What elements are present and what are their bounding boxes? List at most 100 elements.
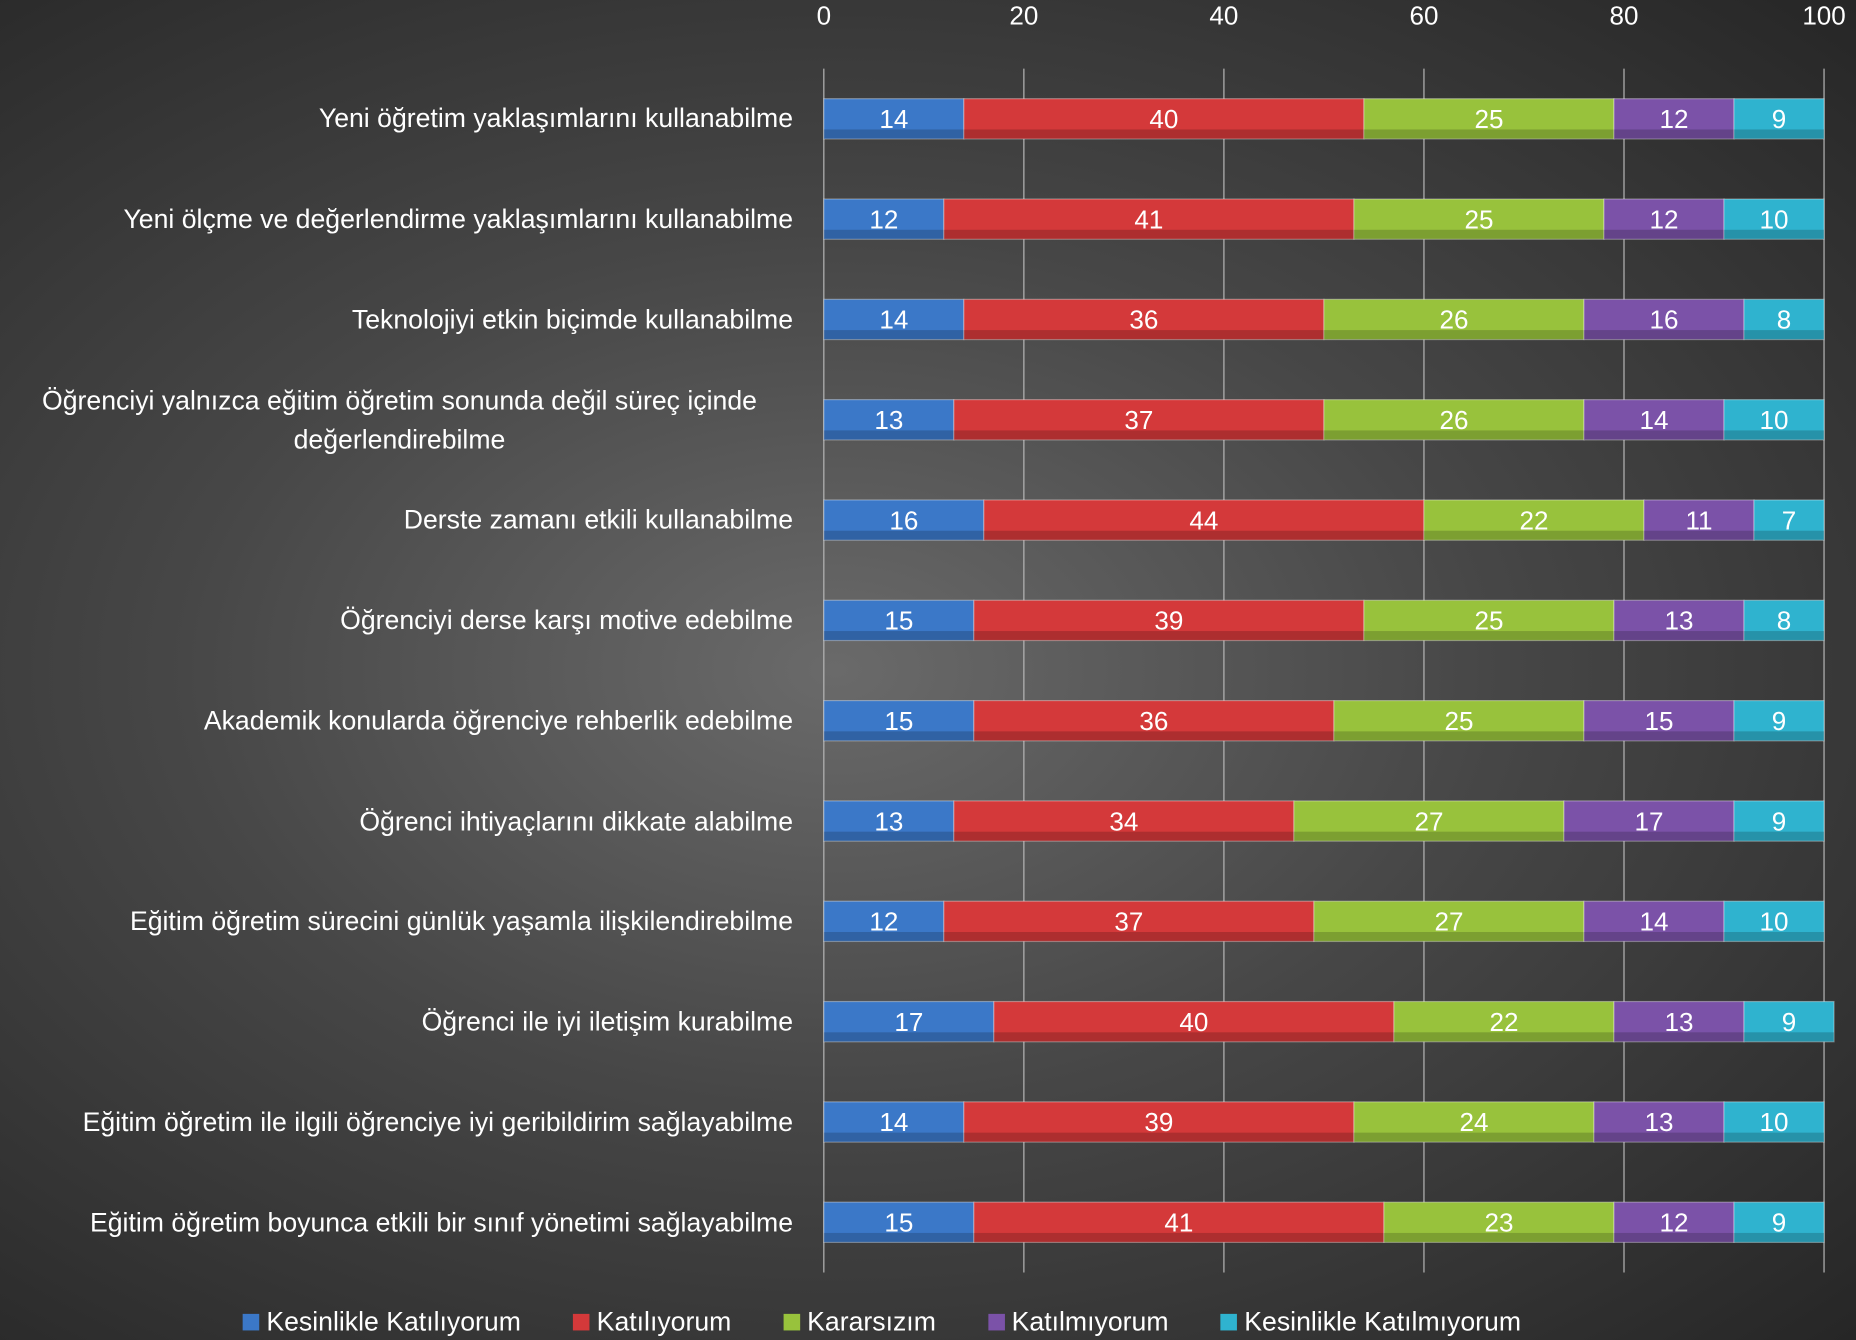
bar-shade: [1383, 1232, 1614, 1243]
data-label: 24: [1459, 1107, 1488, 1137]
data-label: 9: [1772, 806, 1786, 836]
data-label: 15: [1645, 706, 1674, 736]
data-label: 39: [1154, 606, 1183, 636]
data-label: 22: [1519, 505, 1548, 535]
bar-shade: [1423, 530, 1644, 541]
bar-shade: [1744, 1032, 1835, 1042]
data-label: 27: [1414, 806, 1443, 836]
bar-shade: [1724, 1132, 1825, 1143]
data-label: 13: [1645, 1107, 1674, 1137]
legend-label: Kararsızım: [807, 1306, 936, 1337]
bar-segment: [1613, 98, 1735, 140]
category-text: Eğitim öğretim sürecini günlük yaşamla i…: [129, 906, 794, 937]
bar-segment: [1363, 599, 1615, 642]
data-label: 7: [1782, 505, 1796, 535]
data-label: 14: [879, 104, 908, 134]
data-label: 13: [1665, 1007, 1694, 1037]
category-label: Eğitim öğretim boyunca etkili bir sınıf …: [6, 1203, 793, 1242]
bar-segment: [943, 900, 1315, 943]
data-label: 39: [1144, 1107, 1173, 1137]
bar-shade: [1724, 931, 1825, 942]
bar-shade: [1744, 330, 1825, 340]
bar-shade: [1313, 931, 1584, 942]
legend-item: Kesinlikle Katılıyorum: [242, 1307, 521, 1338]
bar-shade: [1613, 631, 1745, 641]
bar-segment: [993, 1000, 1395, 1043]
bar-shade: [1323, 330, 1584, 340]
data-label: 13: [874, 806, 903, 836]
category-label: Öğrenciyi yalnızca eğitim öğretim sonund…: [6, 381, 793, 459]
bar-segment: [1733, 98, 1825, 140]
bar-shade: [823, 129, 964, 139]
bar-segment: [1393, 1000, 1615, 1043]
bar-segment: [1743, 1000, 1835, 1043]
bar-segment: [1423, 499, 1645, 541]
bar-segment: [973, 699, 1335, 742]
bar-shade: [943, 931, 1314, 942]
data-label: 40: [1149, 104, 1178, 134]
bar-segment: [973, 1201, 1385, 1244]
category-text: Eğitim öğretim boyunca etkili bir sınıf …: [89, 1207, 794, 1238]
bar-segment: [943, 198, 1355, 240]
data-label: 17: [894, 1007, 923, 1037]
data-label: 23: [1484, 1208, 1513, 1238]
bar-segment: [1323, 298, 1585, 341]
data-label: 41: [1134, 204, 1163, 234]
bar-segment: [1583, 298, 1745, 341]
bar-segment: [823, 800, 955, 842]
data-label: 16: [1650, 305, 1679, 335]
bar-shade: [823, 1232, 974, 1243]
category-text: Öğrenci ile iyi iletişim kurabilme: [421, 1006, 794, 1037]
data-label: 25: [1464, 204, 1493, 234]
category-label: Teknolojiyi etkin biçimde kullanabilme: [6, 300, 793, 339]
bar-shade: [1613, 1232, 1735, 1243]
legend-label: Katılıyorum: [596, 1306, 732, 1337]
bar-shade: [963, 330, 1324, 340]
bar-shade: [963, 129, 1364, 139]
bar-segment: [1333, 699, 1585, 742]
bar-shade: [943, 229, 1354, 240]
data-label: 25: [1444, 706, 1473, 736]
bar-shade: [1333, 731, 1584, 741]
category-text: Öğrenciyi derse karşı motive edebilme: [340, 605, 794, 636]
bar-segment: [1593, 1101, 1725, 1143]
legend-item: Kararsızım: [783, 1306, 936, 1338]
bar-segment: [823, 599, 975, 642]
bar-shade: [953, 831, 1294, 842]
bar-segment: [1613, 599, 1745, 642]
category-label: Akademik konularda öğrenciye rehberlik e…: [6, 701, 793, 740]
bar-segment: [823, 1000, 995, 1043]
bar-shade: [823, 1132, 964, 1143]
data-label: 17: [1635, 806, 1664, 836]
bar-segment: [973, 599, 1365, 642]
legend-swatch: [783, 1313, 801, 1331]
bar-shade: [1363, 129, 1614, 139]
data-label: 14: [879, 305, 908, 335]
data-label: 9: [1772, 706, 1786, 736]
bar-segment: [823, 1201, 975, 1244]
category-text: Teknolojiyi etkin biçimde kullanabilme: [351, 304, 794, 335]
bar-segment: [1723, 900, 1825, 943]
bar-segment: [1723, 399, 1825, 441]
category-label: Yeni ölçme ve değerlendirme yaklaşımları…: [6, 200, 793, 239]
bar-shade: [1734, 129, 1825, 139]
data-label: 12: [1660, 1208, 1689, 1238]
bar-shade: [983, 530, 1424, 541]
data-label: 9: [1782, 1007, 1796, 1037]
bar-segment: [1733, 1201, 1825, 1244]
bar-segment: [823, 499, 985, 541]
bar-shade: [1643, 530, 1755, 541]
category-label: Eğitim öğretim sürecini günlük yaşamla i…: [6, 902, 793, 941]
data-label: 34: [1109, 806, 1138, 836]
category-label: Yeni öğretim yaklaşımlarını kullanabilme: [6, 99, 793, 138]
bar-shade: [1724, 229, 1825, 240]
category-text: Öğrenci ihtiyaçlarını dikkate alabilme: [359, 806, 794, 836]
x-tick-label: 100: [1802, 1, 1845, 31]
bar-shade: [1613, 129, 1735, 139]
data-label: 10: [1760, 204, 1789, 234]
bar-segment: [963, 298, 1325, 341]
data-label: 27: [1434, 907, 1463, 937]
bar-segment: [1353, 1101, 1595, 1143]
data-label: 8: [1777, 305, 1791, 335]
legend-item: Katılmıyorum: [987, 1307, 1169, 1338]
